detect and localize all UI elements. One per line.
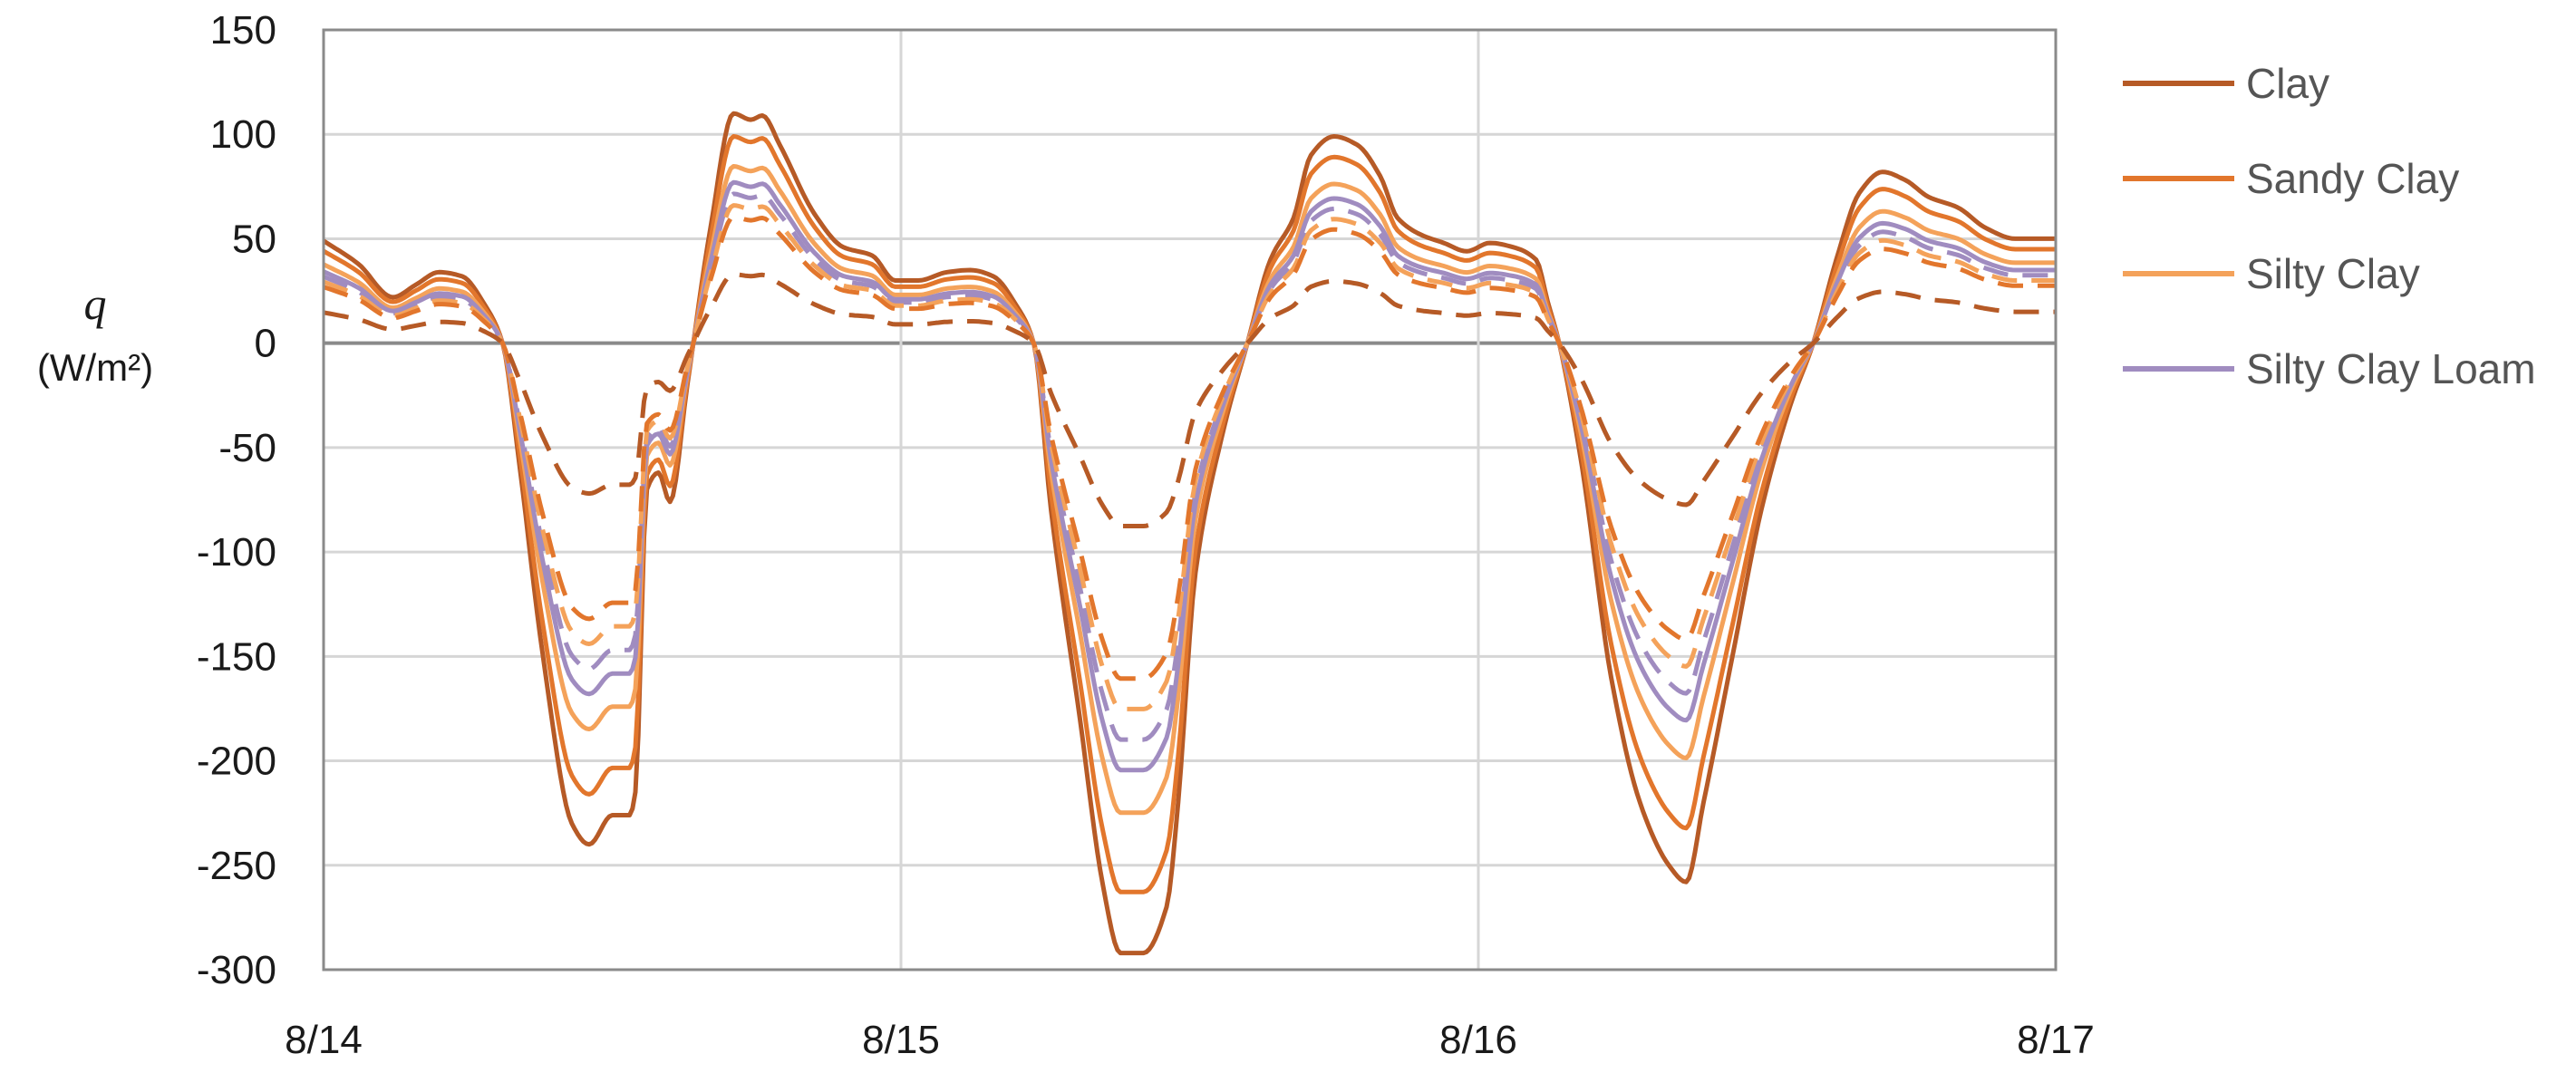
x-tick-label: 8/14 [285,1018,363,1062]
x-axis-ticks: 8/14 8/15 8/16 8/17 [285,1018,2095,1062]
series-lines [322,111,2056,956]
dashed-series-line [323,214,2056,682]
x-tick-label: 8/16 [1439,1018,1517,1062]
legend-label: Silty Clay Loam [2246,345,2536,392]
y-axis-label: q (W/m²) [37,278,153,389]
y-tick-label: -200 [197,740,276,784]
legend-item: Clay [2123,60,2329,107]
series-line [322,164,2056,816]
legend-label: Silty Clay [2246,250,2420,297]
y-tick-label: -50 [218,426,276,470]
y-tick-label: 0 [255,322,276,366]
legend-item: Silty Clay [2123,250,2420,297]
x-tick-label: 8/17 [2017,1018,2095,1062]
y-tick-label: -250 [197,844,276,888]
y-axis-label-unit: (W/m²) [37,346,153,389]
legend-label: Sandy Clay [2246,155,2459,202]
y-tick-label: 150 [210,8,276,53]
y-tick-label: 100 [210,112,276,157]
legend: Clay Sandy Clay Silty Clay Silty Clay Loam [2123,60,2536,392]
series-line [322,179,2056,773]
legend-item: Sandy Clay [2123,155,2459,202]
y-tick-label: -300 [197,948,276,992]
legend-label: Clay [2246,60,2329,107]
y-tick-label: 50 [232,217,276,261]
y-axis-ticks: 150 100 50 0 -50 -100 -150 -200 -250 -300 [197,8,276,992]
y-tick-label: -100 [197,530,276,575]
legend-item: Silty Clay Loam [2123,345,2536,392]
x-tick-label: 8/15 [862,1018,940,1062]
y-tick-label: -150 [197,634,276,679]
dashed-series-line [323,272,2056,528]
y-axis-label-symbol: q [84,278,107,329]
plot-border [322,28,2058,972]
series-line [322,134,2056,894]
